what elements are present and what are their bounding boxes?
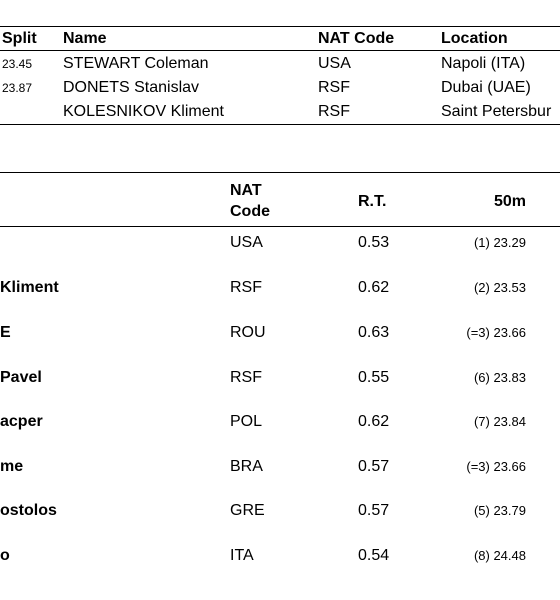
result-50m: (=3) 23.66 [420, 460, 526, 473]
result-rt: 0.53 [358, 235, 389, 251]
record-split: 23.45 [2, 58, 32, 70]
records-header-rule [0, 50, 560, 51]
result-name: E [0, 325, 11, 341]
records-bottom-rule [0, 124, 560, 125]
result-name: Pavel [0, 370, 42, 386]
record-split: 23.87 [2, 82, 32, 94]
record-name: STEWART Coleman [63, 56, 209, 72]
result-50m: (=3) 23.66 [420, 326, 526, 339]
result-nat: GRE [230, 503, 265, 519]
header-nat-line1: NAT [230, 183, 262, 199]
result-50m: (8) 24.48 [420, 549, 526, 562]
result-name: ostolos [0, 503, 57, 519]
result-nat: RSF [230, 370, 262, 386]
result-name: me [0, 459, 23, 475]
header-50m: 50m [440, 194, 526, 210]
record-name: KOLESNIKOV Kliment [63, 104, 224, 120]
result-rt: 0.63 [358, 325, 389, 341]
record-location: Napoli (ITA) [441, 56, 525, 72]
result-50m: (1) 23.29 [420, 236, 526, 249]
result-nat: ITA [230, 548, 254, 564]
header-nat-line2: Code [230, 204, 270, 220]
result-nat: RSF [230, 280, 262, 296]
record-location: Dubai (UAE) [441, 80, 531, 96]
record-location: Saint Petersbur [441, 104, 551, 120]
result-50m: (2) 23.53 [420, 281, 526, 294]
header-nat-code: NAT Code [318, 31, 394, 47]
record-nat: RSF [318, 104, 350, 120]
header-location: Location [441, 31, 508, 47]
record-nat: USA [318, 56, 351, 72]
record-name: DONETS Stanislav [63, 80, 199, 96]
records-top-rule [0, 26, 560, 27]
header-split: Split [2, 31, 37, 47]
result-nat: USA [230, 235, 263, 251]
result-50m: (6) 23.83 [420, 371, 526, 384]
result-nat: POL [230, 414, 262, 430]
result-rt: 0.62 [358, 414, 389, 430]
result-rt: 0.62 [358, 280, 389, 296]
header-reaction-time: R.T. [358, 194, 386, 210]
result-rt: 0.55 [358, 370, 389, 386]
result-name: Kliment [0, 280, 59, 296]
result-name: acper [0, 414, 43, 430]
results-top-rule [0, 172, 560, 173]
result-nat: BRA [230, 459, 263, 475]
result-50m: (5) 23.79 [420, 504, 526, 517]
results-header-rule [0, 226, 560, 227]
header-name: Name [63, 31, 107, 47]
result-rt: 0.57 [358, 459, 389, 475]
result-name: o [0, 548, 10, 564]
record-nat: RSF [318, 80, 350, 96]
result-nat: ROU [230, 325, 266, 341]
result-50m: (7) 23.84 [420, 415, 526, 428]
result-rt: 0.54 [358, 548, 389, 564]
result-rt: 0.57 [358, 503, 389, 519]
